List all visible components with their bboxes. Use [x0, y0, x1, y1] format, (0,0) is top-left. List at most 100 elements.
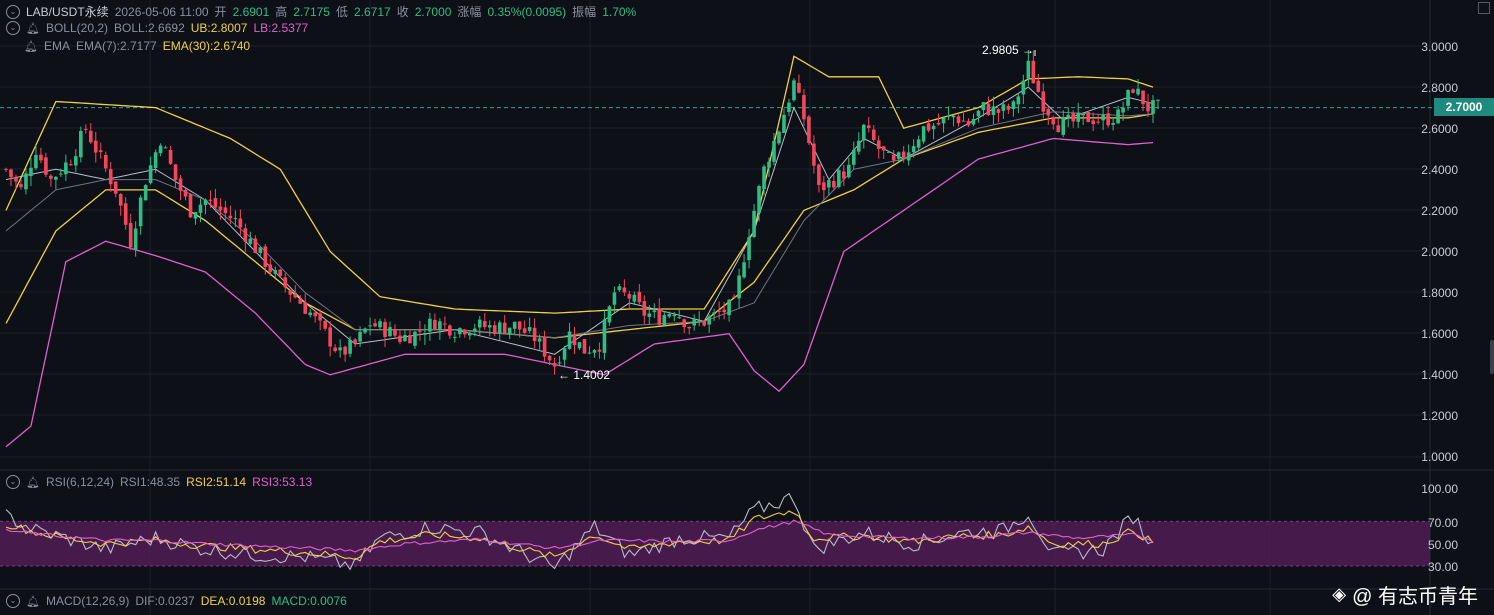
expand-icon[interactable]: [1478, 2, 1490, 14]
macd-name[interactable]: MACD(12,26,9): [45, 594, 130, 608]
candle-body: [178, 178, 183, 191]
price-tick: 3.0000: [1421, 40, 1458, 54]
rsi-tick: 30.00: [1427, 560, 1458, 574]
ema-name[interactable]: EMA: [43, 39, 70, 53]
bell-icon[interactable]: 🔔︎: [26, 22, 40, 35]
candle-body: [497, 322, 502, 333]
price-tick: 1.8000: [1421, 286, 1458, 300]
price-tick: 1.0000: [1421, 450, 1458, 464]
candle-body: [672, 314, 677, 317]
candle-body: [44, 157, 48, 175]
candle-body: [827, 180, 831, 188]
candle-body: [792, 80, 796, 101]
rsi-tick: 50.00: [1427, 538, 1458, 552]
candle-body: [1131, 89, 1135, 93]
candle-body: [916, 139, 921, 148]
candle-body: [981, 102, 986, 111]
bell-icon[interactable]: 🔔︎: [24, 40, 38, 53]
candle-body: [1111, 123, 1115, 125]
candle-body: [433, 319, 437, 330]
candle-body: [138, 197, 143, 227]
candle-body: [79, 130, 83, 158]
candle-body: [133, 228, 138, 250]
candle-body: [49, 175, 53, 179]
candle-body: [403, 335, 407, 342]
candle-body: [472, 328, 477, 331]
candle-body: [14, 177, 18, 182]
symbol-label[interactable]: LAB/USDT永续: [26, 5, 109, 19]
candle-body: [123, 203, 128, 225]
rsi-lines: [5, 492, 1154, 571]
candle-body: [368, 325, 372, 327]
candle-body: [263, 246, 268, 267]
candle-body: [308, 312, 313, 316]
candle-body: [951, 115, 956, 118]
collapse-boll-icon[interactable]: ⌄: [6, 21, 20, 35]
candle-body: [642, 301, 647, 316]
candle-body: [727, 299, 731, 316]
candle-body: [597, 349, 602, 352]
boll-name[interactable]: BOLL(20,2): [45, 21, 109, 35]
candle-body: [906, 152, 911, 161]
candle-body: [413, 331, 417, 346]
candle-body: [168, 149, 173, 164]
boll-ub-value: UB:2.8007: [190, 21, 248, 35]
price-tick: 1.4000: [1421, 368, 1458, 382]
candle-body: [522, 328, 527, 333]
candle-body: [757, 186, 761, 213]
ema-legend: 🔔︎ EMA EMA(7):2.7177 EMA(30):2.6740: [6, 39, 250, 53]
candle-body: [268, 264, 273, 272]
candle-body: [1026, 60, 1031, 79]
scroll-handle[interactable]: [1490, 340, 1494, 374]
candle-body: [657, 308, 662, 325]
candle-body: [233, 218, 238, 220]
candle-body: [562, 348, 567, 360]
amplitude-label: 振幅: [572, 5, 597, 19]
candle-body: [707, 316, 711, 325]
candle-body: [602, 319, 607, 353]
collapse-icon[interactable]: ⌄: [6, 4, 20, 19]
candle-body: [647, 313, 652, 317]
candle-body: [1121, 107, 1125, 113]
candle-body: [996, 109, 1001, 113]
candle-body: [911, 146, 916, 153]
candle-body: [98, 150, 103, 153]
candle-body: [213, 198, 218, 208]
candle-body: [153, 152, 158, 169]
candle-body: [388, 327, 392, 337]
candle-body: [278, 269, 283, 276]
candle-body: [961, 120, 966, 122]
candle-body: [482, 321, 487, 328]
candle-body: [936, 122, 941, 125]
candle-body: [34, 154, 38, 169]
candle-body: [697, 320, 701, 322]
rsi-tick: 100.00: [1421, 482, 1458, 496]
header-info: ⌄ LAB/USDT永续 2026-05-06 11:00 开 2.6901 高…: [6, 3, 636, 20]
candle-body: [702, 320, 706, 326]
candle-body: [358, 331, 362, 342]
current-price-tag: 2.7000: [1434, 98, 1494, 116]
collapse-rsi-icon[interactable]: ⌄: [6, 475, 20, 489]
bell-icon[interactable]: 🔔︎: [26, 476, 40, 489]
candle-body: [677, 317, 682, 319]
candle-body: [557, 362, 562, 364]
dea-value: DEA:0.0198: [200, 594, 266, 608]
candle-body: [767, 161, 771, 168]
candle-body: [273, 270, 278, 274]
candle-body: [188, 194, 193, 218]
candle-body: [772, 141, 776, 162]
candle-body: [632, 294, 637, 302]
bell-icon[interactable]: 🔔︎: [26, 595, 40, 608]
rsi-name[interactable]: RSI(6,12,24): [45, 475, 115, 489]
candle-body: [298, 299, 303, 304]
candle-body: [1021, 80, 1026, 95]
close-label: 收: [396, 5, 409, 19]
candle-body: [517, 321, 522, 330]
candle-body: [742, 262, 746, 278]
open-label: 开: [214, 5, 227, 19]
collapse-macd-icon[interactable]: ⌄: [6, 594, 20, 608]
watermark-text: @ 有志币青年: [1352, 586, 1478, 608]
candle-body: [1101, 114, 1105, 121]
